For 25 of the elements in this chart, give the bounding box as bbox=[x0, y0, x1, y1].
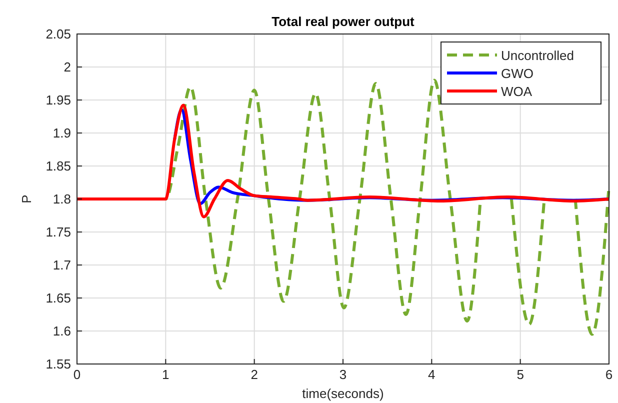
chart-title: Total real power output bbox=[272, 14, 416, 29]
legend-label: Uncontrolled bbox=[501, 48, 574, 63]
y-tick-label: 1.65 bbox=[46, 290, 71, 306]
x-tick-label: 2 bbox=[250, 367, 258, 382]
y-tick-label: 1.75 bbox=[46, 224, 71, 240]
legend-label: GWO bbox=[501, 66, 534, 81]
legend-label: WOA bbox=[501, 84, 532, 99]
y-tick-label: 1.95 bbox=[46, 92, 71, 108]
x-tick-label: 3 bbox=[339, 367, 347, 382]
x-tick-label: 4 bbox=[428, 367, 436, 382]
y-tick-label: 1.55 bbox=[46, 356, 71, 372]
y-tick-label: 1.9 bbox=[52, 126, 71, 140]
y-tick-label: 1.6 bbox=[52, 324, 71, 338]
x-tick-label: 1 bbox=[162, 367, 170, 382]
y-tick-label: 1.85 bbox=[46, 158, 71, 174]
y-tick-label: 1.8 bbox=[52, 192, 71, 206]
y-tick-label: 1.7 bbox=[52, 258, 71, 272]
y-axis-title: P bbox=[19, 194, 34, 204]
x-axis-title: time(seconds) bbox=[302, 386, 384, 401]
x-tick-label: 6 bbox=[605, 367, 613, 382]
y-tick-label: 2.05 bbox=[46, 26, 71, 42]
x-tick-label: 0 bbox=[73, 367, 81, 382]
x-tick-label: 5 bbox=[516, 367, 524, 382]
y-tick-label: 2 bbox=[64, 60, 71, 74]
line-series bbox=[76, 104, 610, 218]
